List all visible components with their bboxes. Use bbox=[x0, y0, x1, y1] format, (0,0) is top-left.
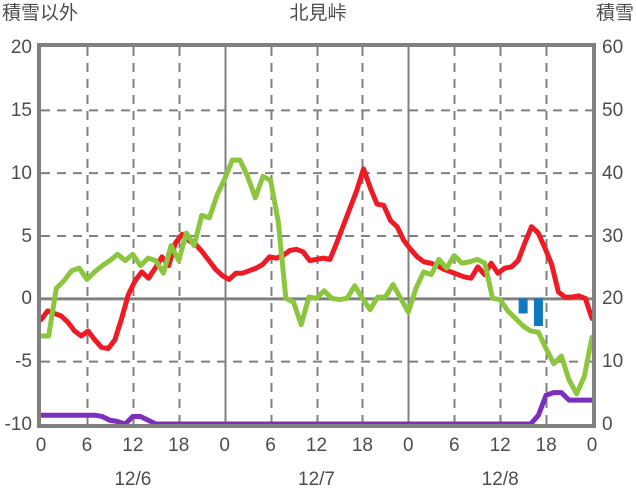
chart-title: 北見峠 bbox=[289, 3, 347, 24]
x-axis-tick: 0 bbox=[403, 435, 414, 456]
y-axis-right-tick: 30 bbox=[602, 225, 624, 247]
y-axis-left-tick: 10 bbox=[10, 162, 32, 184]
series-line-気温 bbox=[41, 166, 592, 352]
x-axis-tick: 6 bbox=[265, 435, 276, 456]
y-axis-right-tick: 40 bbox=[602, 162, 624, 184]
x-axis-day-label: 12/6 bbox=[114, 469, 152, 490]
y-axis-right-tick: 10 bbox=[602, 351, 624, 373]
precipitation-bar bbox=[533, 298, 543, 326]
y-axis-right-tick: 0 bbox=[602, 414, 613, 435]
chart-svg bbox=[41, 47, 592, 424]
x-axis-tick: 6 bbox=[81, 435, 93, 456]
y-axis-right-tick: 20 bbox=[602, 288, 624, 310]
y-axis-left-tick: 5 bbox=[21, 225, 32, 247]
x-axis-tick: 0 bbox=[586, 435, 598, 456]
x-axis-tick: 0 bbox=[219, 435, 230, 456]
x-axis-tick: 18 bbox=[351, 435, 373, 456]
series-line-積雪深 bbox=[41, 390, 592, 424]
x-axis-tick: 6 bbox=[448, 435, 460, 456]
y-axis-left-tick: 20 bbox=[10, 37, 32, 58]
x-axis-tick: 12 bbox=[122, 435, 144, 456]
precipitation-bar bbox=[518, 298, 528, 314]
series-line-風速 bbox=[41, 157, 592, 397]
x-axis-day-label: 12/8 bbox=[481, 469, 519, 490]
y-axis-right-tick: 50 bbox=[602, 99, 624, 121]
plot-canvas bbox=[41, 47, 592, 424]
y-axis-left-tick: 0 bbox=[21, 288, 32, 310]
x-axis-tick: 0 bbox=[35, 435, 47, 456]
y-axis-left-tick: 15 bbox=[10, 99, 32, 121]
x-axis-tick: 12 bbox=[305, 435, 328, 456]
y-axis-left-tick: -10 bbox=[4, 414, 32, 435]
y-axis-right-tick: 60 bbox=[602, 37, 624, 58]
x-axis-day-label: 12/7 bbox=[298, 469, 335, 490]
x-axis-tick: 12 bbox=[489, 435, 511, 456]
right-axis-title: 積雪 bbox=[595, 3, 634, 24]
plot-area bbox=[37, 43, 596, 428]
left-axis-title: 積雪以外 bbox=[2, 3, 79, 24]
x-axis-tick: 18 bbox=[535, 435, 557, 456]
y-axis-left-tick: -5 bbox=[15, 351, 32, 373]
x-axis-tick: 18 bbox=[168, 435, 190, 456]
